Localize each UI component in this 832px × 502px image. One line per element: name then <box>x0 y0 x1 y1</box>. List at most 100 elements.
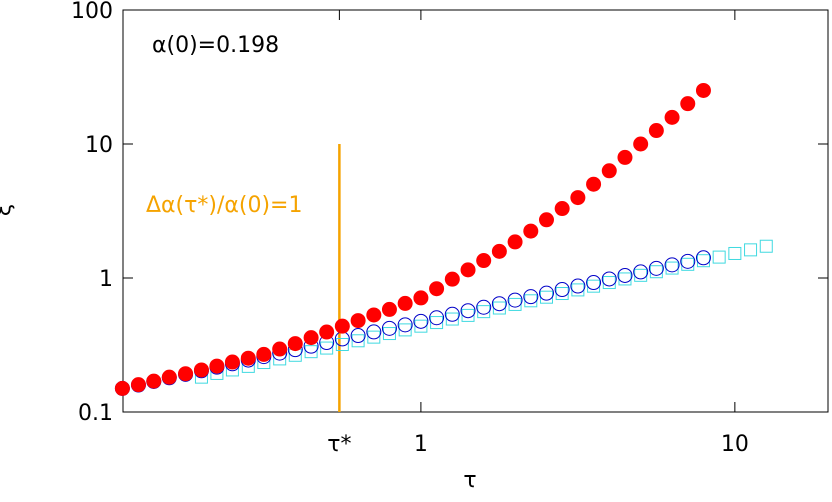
circle-marker <box>381 320 397 336</box>
square-marker <box>744 243 758 257</box>
square-marker <box>712 250 726 264</box>
square-marker <box>320 341 334 355</box>
circle-marker <box>256 346 272 362</box>
circle-marker <box>130 377 146 393</box>
circle-marker <box>460 262 476 278</box>
square-marker <box>759 239 773 253</box>
circle-marker <box>272 341 288 357</box>
circle-marker <box>617 267 633 283</box>
annotation: α(0)=0.198 <box>152 33 279 58</box>
circle-marker <box>664 109 680 125</box>
y-axis-label: ξ <box>0 204 16 216</box>
circle-marker <box>633 136 649 152</box>
circle-marker <box>491 296 507 312</box>
square-marker <box>304 345 318 359</box>
circle-marker <box>350 313 366 329</box>
square-marker <box>618 272 632 286</box>
circle-marker <box>695 82 711 98</box>
circle-marker <box>444 306 460 322</box>
circle-marker <box>586 176 602 192</box>
circle-marker <box>601 271 617 287</box>
circle-marker <box>476 253 492 269</box>
square-marker <box>398 323 412 337</box>
x-tick-label: τ* <box>327 432 351 457</box>
circle-marker <box>633 264 649 280</box>
square-marker <box>351 334 365 348</box>
circle-marker <box>648 260 664 276</box>
circle-marker <box>476 299 492 315</box>
circle-marker <box>319 324 335 340</box>
circle-marker <box>601 163 617 179</box>
plot-frame <box>122 9 829 413</box>
circle-marker <box>523 223 539 239</box>
square-marker <box>555 287 569 301</box>
circle-marker <box>303 330 319 346</box>
square-marker <box>335 337 349 351</box>
circle-marker <box>460 303 476 319</box>
circle-marker <box>491 243 507 259</box>
square-marker <box>367 330 381 344</box>
circle-marker <box>680 253 696 269</box>
circle-marker <box>695 250 711 266</box>
circle-marker <box>397 317 413 333</box>
circle-marker <box>523 289 539 305</box>
square-marker <box>461 308 475 322</box>
circle-marker <box>586 275 602 291</box>
circle-marker <box>193 362 209 378</box>
y-tick-label: 100 <box>71 0 113 24</box>
circle-marker <box>538 285 554 301</box>
square-marker <box>508 297 522 311</box>
circle-marker <box>413 313 429 329</box>
circle-marker <box>334 318 350 334</box>
square-marker <box>587 279 601 293</box>
circle-marker <box>444 271 460 287</box>
square-marker <box>414 319 428 333</box>
circle-marker <box>397 295 413 311</box>
square-marker <box>524 294 538 308</box>
circle-marker <box>178 366 194 382</box>
circle-marker <box>554 201 570 217</box>
square-marker <box>445 312 459 326</box>
square-marker <box>634 268 648 282</box>
square-marker <box>571 283 585 297</box>
circle-marker <box>366 324 382 340</box>
square-marker <box>649 265 663 279</box>
circle-marker <box>287 336 303 352</box>
square-marker <box>728 246 742 260</box>
circle-marker <box>648 123 664 139</box>
square-marker <box>477 305 491 319</box>
circle-marker <box>680 96 696 112</box>
circle-marker <box>617 149 633 165</box>
circle-marker <box>413 290 429 306</box>
square-marker <box>430 316 444 330</box>
square-marker <box>492 301 506 315</box>
circle-marker <box>538 212 554 228</box>
circle-marker <box>429 310 445 326</box>
circle-marker <box>570 190 586 206</box>
circle-marker <box>570 278 586 294</box>
circle-marker <box>240 350 256 366</box>
y-tick-label: 1 <box>99 267 113 292</box>
square-marker <box>602 276 616 290</box>
y-tick-label: 10 <box>85 133 113 158</box>
circle-marker <box>366 307 382 323</box>
circle-marker <box>146 373 162 389</box>
reference-label: Δα(τ*)/α(0)=1 <box>146 193 302 218</box>
x-tick-label: 10 <box>721 432 749 457</box>
circle-marker <box>429 281 445 297</box>
circle-marker <box>507 292 523 308</box>
y-tick-label: 0.1 <box>78 401 113 426</box>
x-axis-label: τ <box>463 468 476 493</box>
circle-marker <box>114 380 130 396</box>
square-marker <box>382 327 396 341</box>
square-marker <box>539 290 553 304</box>
circle-marker <box>664 257 680 273</box>
circle-marker <box>381 301 397 317</box>
circle-marker <box>507 234 523 250</box>
x-tick-label: 1 <box>414 432 428 457</box>
circle-marker <box>209 358 225 374</box>
circle-marker <box>350 328 366 344</box>
circle-marker <box>554 282 570 298</box>
circle-marker <box>161 369 177 385</box>
